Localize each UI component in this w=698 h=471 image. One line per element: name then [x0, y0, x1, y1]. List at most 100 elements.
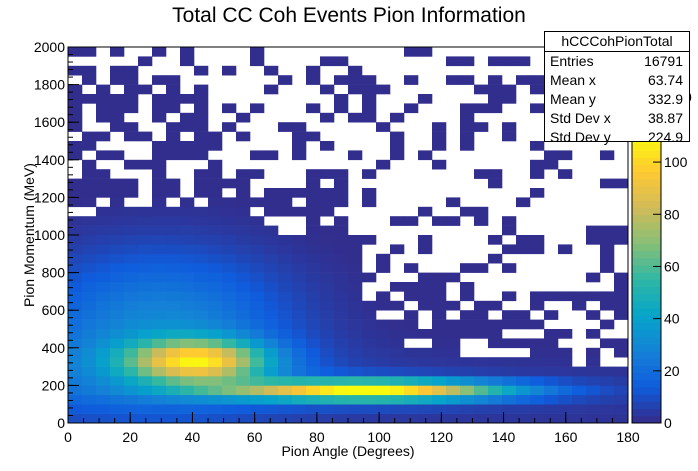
heatmap-cell: [166, 366, 181, 377]
heatmap-cell: [600, 394, 615, 405]
heatmap-cell: [306, 178, 321, 189]
heatmap-cell: [530, 347, 545, 358]
heatmap-cell: [376, 84, 391, 95]
heatmap-cell: [264, 225, 279, 236]
heatmap-cell: [600, 376, 615, 386]
heatmap-cell: [334, 357, 349, 367]
heatmap-cell: [418, 272, 433, 283]
heatmap-cell: [292, 385, 307, 396]
heatmap-cell: [600, 338, 615, 349]
heatmap-cell: [82, 244, 97, 255]
heatmap-cell: [418, 300, 433, 311]
heatmap-cell: [488, 75, 503, 85]
x-tick-label: 180: [616, 429, 640, 445]
heatmap-cell: [82, 263, 97, 273]
heatmap-cell: [558, 413, 573, 424]
heatmap-cell: [488, 366, 503, 377]
heatmap-cell: [208, 225, 223, 236]
heatmap-cell: [124, 206, 139, 217]
heatmap-cell: [110, 347, 125, 358]
heatmap-cell: [124, 404, 139, 414]
heatmap-cell: [82, 216, 97, 226]
heatmap-cell: [530, 159, 545, 170]
heatmap-cell: [96, 310, 111, 320]
heatmap-cell: [278, 347, 293, 358]
heatmap-cell: [110, 188, 125, 198]
heatmap-cell: [82, 159, 97, 170]
heatmap-cell: [124, 225, 139, 236]
heatmap-cell: [334, 282, 349, 292]
heatmap-cell: [166, 188, 181, 198]
heatmap-cell: [208, 253, 223, 264]
heatmap-cell: [110, 366, 125, 377]
heatmap-cell: [208, 263, 223, 273]
heatmap-cell: [292, 310, 307, 320]
heatmap-cell: [376, 300, 391, 311]
heatmap-cell: [516, 366, 531, 377]
heatmap-cell: [152, 338, 167, 349]
heatmap-cell: [166, 338, 181, 349]
heatmap-cell: [82, 357, 97, 367]
heatmap-cell: [110, 357, 125, 367]
heatmap-cell: [334, 291, 349, 302]
heatmap-cell: [222, 338, 237, 349]
colorbar: 0 20 40 60 80 100: [631, 135, 688, 431]
heatmap-cell: [460, 366, 475, 377]
colorbar-band: [632, 387, 661, 395]
heatmap-cell: [502, 56, 517, 67]
heatmap-cell: [586, 357, 601, 367]
heatmap-cell: [432, 310, 447, 320]
heatmap-cell: [292, 366, 307, 377]
heatmap-cell: [362, 272, 377, 283]
heatmap-cell: [404, 263, 419, 273]
heatmap-cell: [124, 272, 139, 283]
heatmap-cell: [264, 319, 279, 330]
heatmap-cell: [194, 150, 209, 161]
heatmap-cell: [166, 103, 181, 114]
heatmap-cell: [110, 385, 125, 396]
heatmap-cell: [82, 75, 97, 85]
heatmap-cell: [390, 329, 405, 339]
heatmap-cell: [124, 282, 139, 292]
heatmap-cell: [474, 404, 489, 414]
heatmap-cell: [320, 291, 335, 302]
heatmap-cell: [502, 310, 517, 320]
heatmap-cell: [348, 385, 363, 396]
heatmap-cell: [96, 263, 111, 273]
heatmap-cell: [306, 169, 321, 179]
heatmap-cell: [124, 413, 139, 424]
heatmap-cell: [334, 347, 349, 358]
stats-box: hCCCohPionTotal Entries 16791 Mean x 63.…: [544, 31, 690, 145]
heatmap-cell: [124, 75, 139, 85]
heatmap-cell: [306, 263, 321, 273]
heatmap-cell: [558, 357, 573, 367]
heatmap-cell: [432, 319, 447, 330]
heatmap-cell: [544, 347, 559, 358]
heatmap-cell: [586, 347, 601, 358]
heatmap-cell: [432, 366, 447, 377]
heatmap-cell: [152, 178, 167, 189]
heatmap-cell: [334, 216, 349, 226]
heatmap-cell: [96, 150, 111, 161]
heatmap-cell: [334, 394, 349, 405]
heatmap-cell: [250, 282, 265, 292]
colorbar-band: [632, 372, 661, 381]
heatmap-cell: [516, 235, 531, 245]
heatmap-cell: [166, 394, 181, 405]
heatmap-cell: [614, 347, 629, 358]
heatmap-cell: [68, 272, 83, 283]
colorbar-tick-label: 20: [664, 363, 680, 379]
colorbar-band: [632, 408, 661, 417]
heatmap-cell: [292, 291, 307, 302]
heatmap-cell: [446, 197, 461, 208]
heatmap-cell: [82, 188, 97, 198]
heatmap-cell: [418, 413, 433, 424]
heatmap-cell: [586, 225, 601, 236]
heatmap-cell: [152, 282, 167, 292]
heatmap-cell: [306, 282, 321, 292]
heatmap-cell: [586, 366, 601, 377]
heatmap-cell: [348, 357, 363, 367]
heatmap-cell: [152, 347, 167, 358]
heatmap-cell: [614, 366, 629, 377]
x-tick-label: 20: [122, 429, 138, 445]
